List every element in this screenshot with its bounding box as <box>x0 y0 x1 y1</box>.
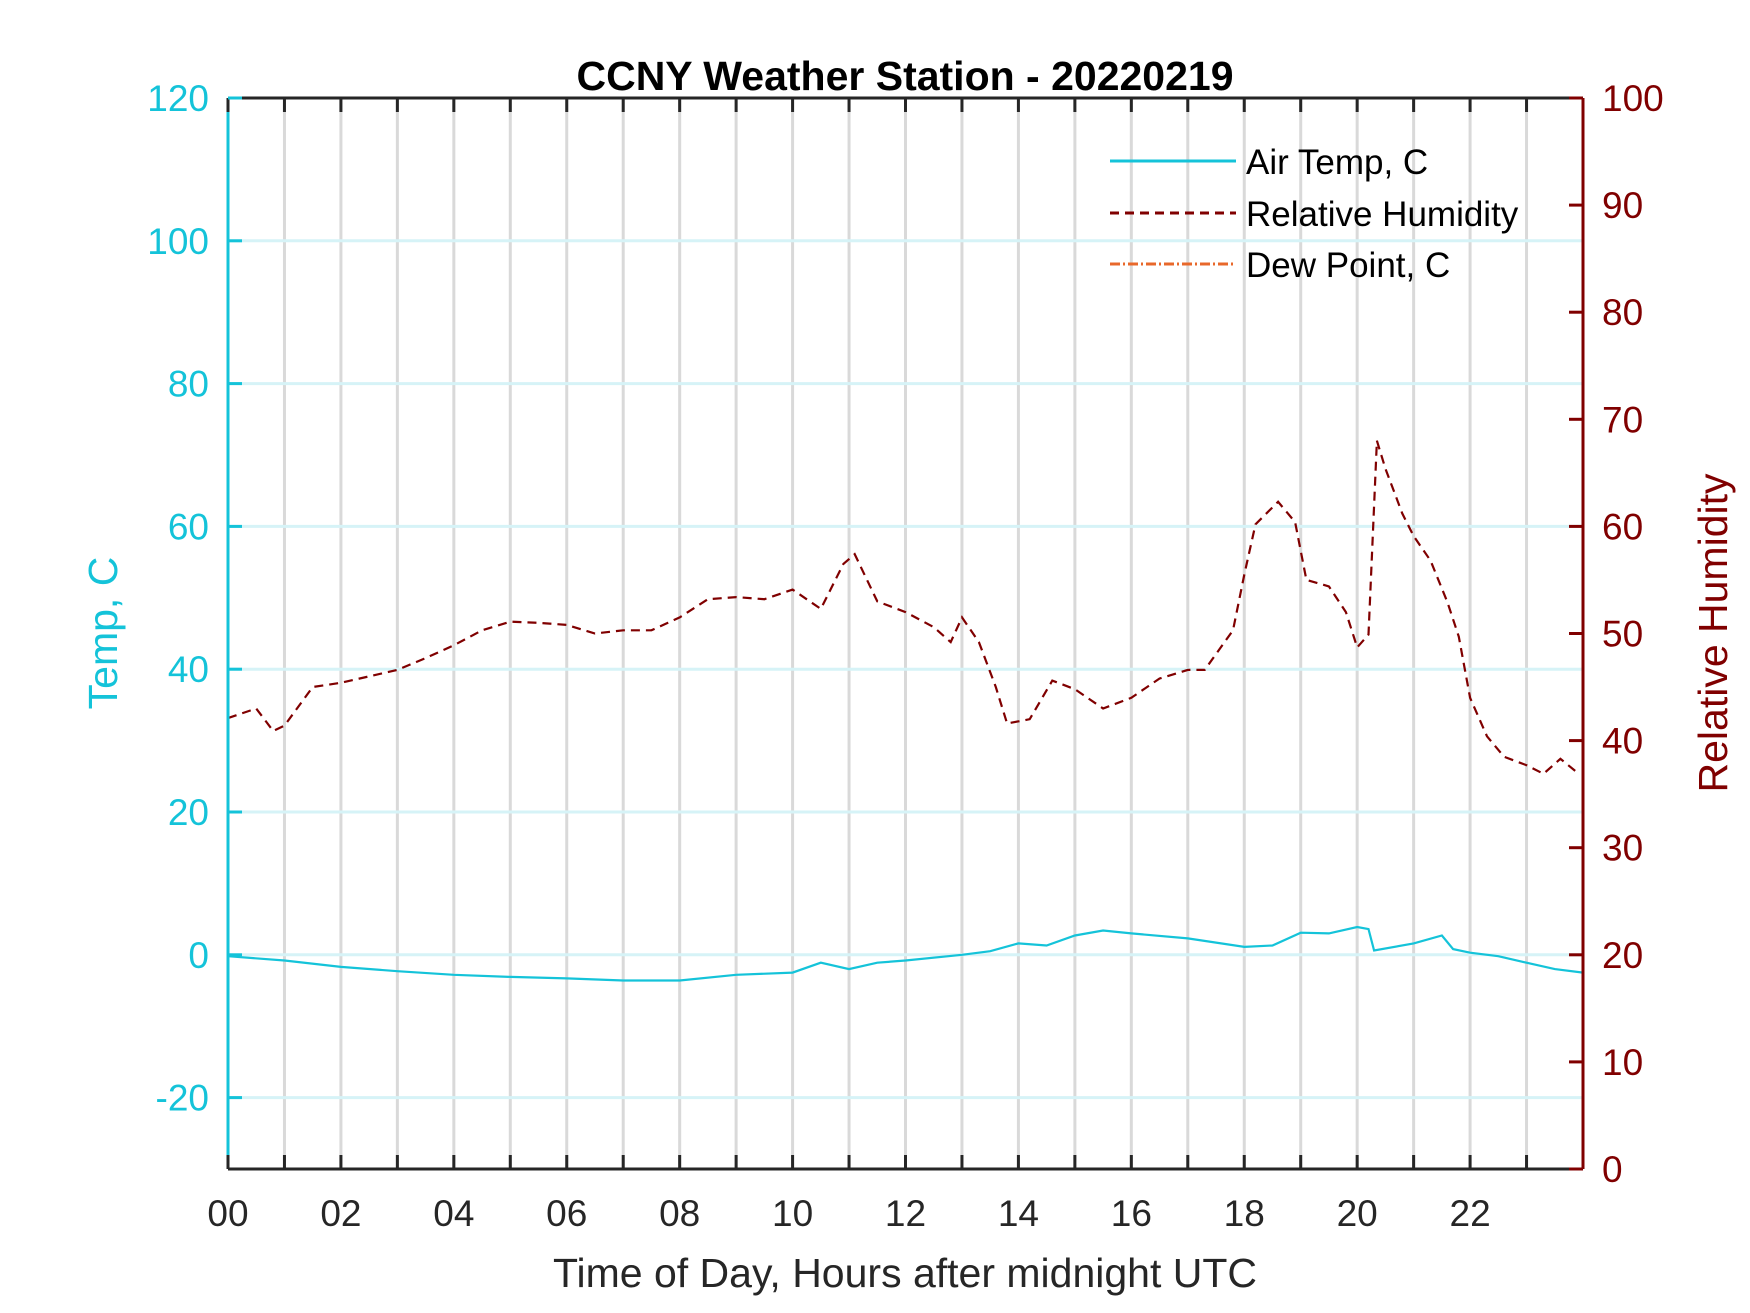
series-layer <box>227 440 1584 982</box>
x-tick-label: 00 <box>207 1193 248 1234</box>
y-right-tick-label: 100 <box>1602 78 1664 119</box>
y-right-tick-label: 0 <box>1602 1149 1623 1190</box>
series-line-0 <box>227 925 1584 982</box>
legend-label-0: Air Temp, C <box>1246 143 1428 182</box>
y-left-tick-label: 0 <box>188 935 209 976</box>
x-tick-label: 12 <box>885 1193 926 1234</box>
x-tick-label: 04 <box>433 1193 474 1234</box>
x-axis-label: Time of Day, Hours after midnight UTC <box>553 1250 1257 1296</box>
y-left-tick-label: -20 <box>156 1078 209 1119</box>
y-axis-left-label: Temp, C <box>80 557 126 710</box>
x-tick-label: 10 <box>772 1193 813 1234</box>
legend-label-2: Dew Point, C <box>1246 246 1450 285</box>
x-tick-label: 14 <box>998 1193 1039 1234</box>
x-tick-label: 06 <box>546 1193 587 1234</box>
y-left-tick-label: 100 <box>147 221 209 262</box>
y-right-tick-label: 10 <box>1602 1042 1643 1083</box>
axes <box>226 96 1585 1171</box>
chart-title: CCNY Weather Station - 20220219 <box>576 53 1233 99</box>
y-left-tick-label: 40 <box>168 649 209 690</box>
y-right-tick-label: 70 <box>1602 399 1643 440</box>
legend-label-1: Relative Humidity <box>1246 195 1519 234</box>
x-tick-label: 08 <box>659 1193 700 1234</box>
y-right-tick-label: 60 <box>1602 506 1643 547</box>
x-tick-label: 22 <box>1450 1193 1491 1234</box>
y-left-tick-label: 60 <box>168 506 209 547</box>
y-right-tick-label: 40 <box>1602 721 1643 762</box>
y-right-tick-label: 20 <box>1602 935 1643 976</box>
y-axis-right-label: Relative Humidity <box>1690 473 1736 792</box>
legend: Air Temp, C Relative Humidity Dew Point, C <box>1110 143 1519 285</box>
y-right-tick-label: 30 <box>1602 828 1643 869</box>
y-left-tick-label: 20 <box>168 792 209 833</box>
x-tick-label: 20 <box>1337 1193 1378 1234</box>
tick-labels: 00 02 04 06 08 10 12 14 16 18 20 22-200204060801001… <box>147 78 1663 1234</box>
x-tick-label: 18 <box>1224 1193 1265 1234</box>
x-tick-label: 16 <box>1111 1193 1152 1234</box>
y-left-tick-label: 120 <box>147 78 209 119</box>
y-left-tick-label: 80 <box>168 364 209 405</box>
x-tick-label: 02 <box>320 1193 361 1234</box>
y-right-tick-label: 50 <box>1602 614 1643 655</box>
y-right-tick-label: 90 <box>1602 185 1643 226</box>
y-right-tick-label: 80 <box>1602 292 1643 333</box>
series-line-1 <box>227 440 1579 776</box>
